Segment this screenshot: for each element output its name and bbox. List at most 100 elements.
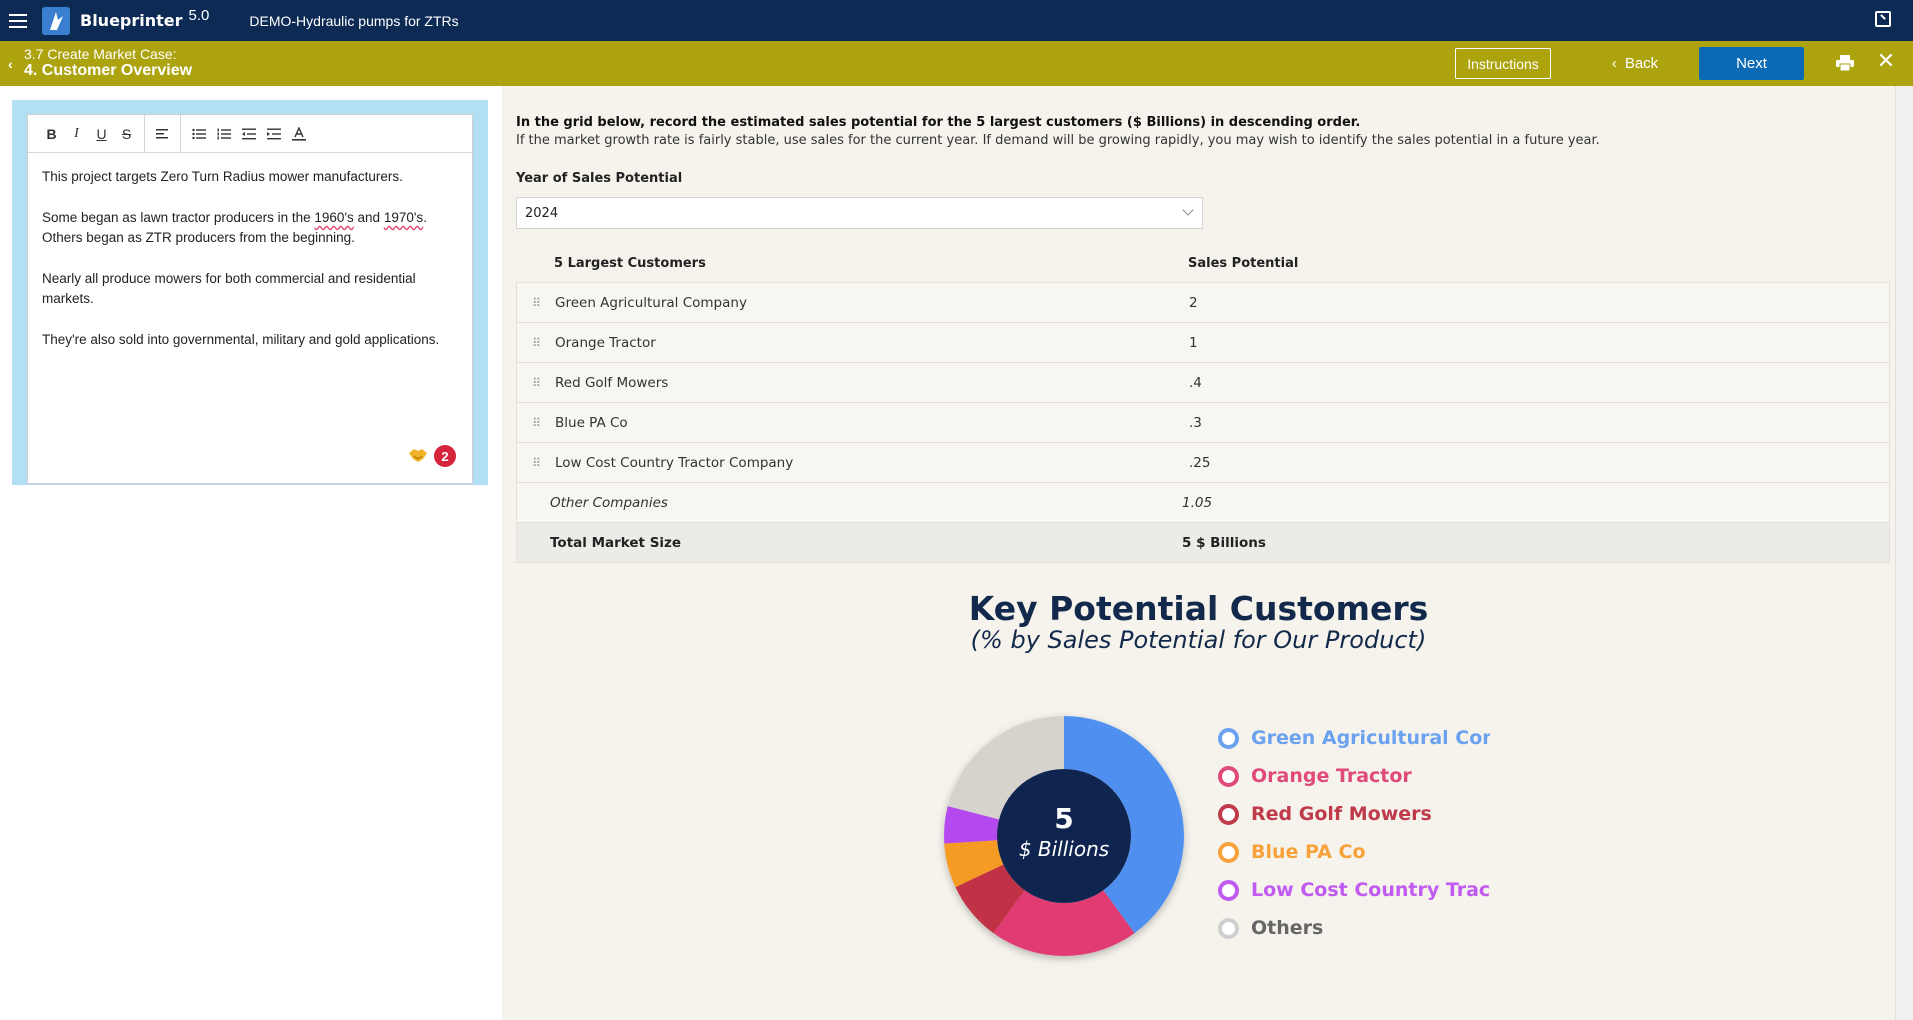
menu-icon[interactable] (0, 0, 36, 41)
drag-handle-icon[interactable]: ⠿ (532, 455, 541, 470)
sales-value[interactable]: .25 (1189, 454, 1211, 471)
legend-label: Low Cost Country Tractor (1251, 879, 1490, 901)
donut-slice[interactable] (993, 890, 1135, 956)
table-row[interactable]: ⠿ Blue PA Co .3 (517, 402, 1889, 442)
legend-label: Blue PA Co (1251, 841, 1366, 863)
sales-value[interactable]: .4 (1189, 374, 1202, 391)
instruction-text: If the market growth rate is fairly stab… (516, 133, 1600, 148)
legend-item[interactable]: Orange Tractor (1218, 757, 1490, 795)
donut-chart: 5 $ Billions (944, 716, 1184, 956)
legend-item[interactable]: Blue PA Co (1218, 833, 1490, 871)
legend-marker (1218, 917, 1239, 939)
notes-paragraph: Nearly all produce mowers for both comme… (42, 271, 416, 306)
chart-title: Key Potential Customers (968, 589, 1429, 628)
header-sales-potential: Sales Potential (1188, 255, 1299, 271)
table-row[interactable]: ⠿ Red Golf Mowers .4 (517, 362, 1889, 402)
notes-column: B I U S (0, 86, 502, 1020)
header-customers: 5 Largest Customers (554, 255, 706, 271)
donut-center (997, 769, 1131, 903)
customer-name[interactable]: Red Golf Mowers (555, 374, 669, 391)
drag-handle-icon[interactable]: ⠿ (532, 375, 541, 390)
donut-slice[interactable] (1064, 716, 1184, 934)
bullet-list-icon[interactable] (188, 123, 209, 145)
outdent-icon[interactable] (238, 123, 259, 145)
other-companies-value: 1.05 (1182, 494, 1213, 511)
rich-text-editor[interactable]: B I U S (27, 114, 473, 484)
strikethrough-icon[interactable]: S (121, 125, 132, 142)
sales-value[interactable]: 1 (1189, 334, 1198, 351)
customer-name[interactable]: Orange Tractor (555, 334, 656, 351)
notes-paragraph: They're also sold into governmental, mil… (42, 332, 440, 347)
sales-value[interactable]: .3 (1189, 414, 1202, 431)
total-row: Total Market Size 5 $ Billions (517, 522, 1889, 562)
legend-item[interactable]: Low Cost Country Tractor (1218, 871, 1490, 909)
chart-subtitle: (% by Sales Potential for Our Product) (970, 626, 1427, 654)
donut-slice[interactable] (944, 806, 1000, 844)
top-bar: Blueprinter 5.0 DEMO-Hydraulic pumps for… (0, 0, 1913, 41)
donut-slice[interactable] (947, 716, 1064, 820)
italic-icon[interactable]: I (74, 125, 79, 141)
back-label: Back (1624, 55, 1659, 72)
back-button[interactable]: ‹ Back (1600, 48, 1670, 79)
legend-item[interactable]: Green Agricultural Comp (1218, 719, 1490, 757)
editor-toolbar: B I U S (28, 114, 472, 153)
table-row[interactable]: ⠿ Orange Tractor 1 (517, 322, 1889, 362)
legend-label: Red Golf Mowers (1251, 803, 1432, 825)
table-row[interactable]: ⠿ Green Agricultural Company 2 (517, 282, 1889, 322)
chevron-left-icon[interactable]: ‹ (8, 56, 13, 72)
legend-item[interactable]: Others (1218, 909, 1490, 947)
indent-icon[interactable] (263, 123, 284, 145)
notes-text[interactable]: This project targets Zero Turn Radius mo… (28, 153, 472, 385)
project-name[interactable]: DEMO-Hydraulic pumps for ZTRs (249, 12, 459, 29)
table-row[interactable]: ⠿ Low Cost Country Tractor Company .25 (517, 442, 1889, 482)
donut-slice[interactable] (944, 840, 1004, 888)
year-label: Year of Sales Potential (516, 171, 683, 186)
bold-icon[interactable]: B (46, 125, 57, 142)
chart-legend: Green Agricultural Comp Orange Tractor Red… (1218, 719, 1490, 947)
legend-label: Orange Tractor (1251, 765, 1412, 787)
legend-marker (1218, 727, 1239, 749)
comment-count-badge[interactable]: 2 (434, 445, 456, 467)
step-title: 4. Customer Overview (24, 62, 193, 79)
format-group: B I U S (34, 114, 145, 153)
next-button[interactable]: Next (1699, 47, 1804, 80)
drag-handle-icon[interactable]: ⠿ (532, 415, 541, 430)
legend-item[interactable]: Red Golf Mowers (1218, 795, 1490, 833)
year-select[interactable]: 2024 (516, 197, 1203, 229)
customer-name[interactable]: Low Cost Country Tractor Company (555, 454, 794, 471)
instructions-button[interactable]: Instructions (1455, 48, 1551, 79)
align-group (145, 114, 181, 153)
close-icon[interactable]: ✕ (1876, 48, 1896, 73)
main-content: In the grid below, record the estimated … (502, 86, 1895, 1020)
step-section: 3.7 Create Market Case: (24, 46, 177, 62)
notes-paragraph: This project targets Zero Turn Radius mo… (42, 169, 403, 184)
drag-handle-icon[interactable]: ⠿ (532, 295, 541, 310)
handshake-icon[interactable] (408, 447, 428, 463)
chevron-left-icon: ‹ (1611, 55, 1617, 72)
text-color-icon[interactable] (288, 123, 309, 145)
donut-slice[interactable] (955, 864, 1025, 934)
notes-panel: B I U S (12, 100, 488, 485)
print-icon[interactable] (1835, 55, 1855, 71)
customer-name[interactable]: Green Agricultural Company (555, 294, 747, 311)
center-unit: $ Billions (1019, 837, 1109, 861)
list-group (181, 115, 316, 153)
align-left-icon[interactable] (152, 123, 173, 145)
legend-marker (1218, 803, 1239, 825)
customer-name[interactable]: Blue PA Co (555, 414, 628, 431)
notes-paragraph: Some began as lawn tractor producers in … (42, 210, 427, 245)
sales-value[interactable]: 2 (1189, 294, 1198, 311)
app-version: 5.0 (188, 7, 210, 24)
legend-marker (1218, 841, 1239, 863)
app-name: Blueprinter (80, 11, 183, 30)
scrollbar[interactable] (1895, 86, 1913, 1020)
grid-header: 5 Largest Customers Sales Potential (516, 244, 1890, 282)
center-value: 5 (1054, 802, 1073, 835)
legend-label: Others (1251, 917, 1324, 939)
numbered-list-icon[interactable] (213, 123, 234, 145)
other-companies-label: Other Companies (550, 494, 668, 511)
step-bar: ‹ 3.7 Create Market Case: 4. Customer Ov… (0, 41, 1913, 86)
underline-icon[interactable]: U (96, 125, 107, 142)
expand-icon[interactable] (1875, 11, 1891, 27)
drag-handle-icon[interactable]: ⠿ (532, 335, 541, 350)
